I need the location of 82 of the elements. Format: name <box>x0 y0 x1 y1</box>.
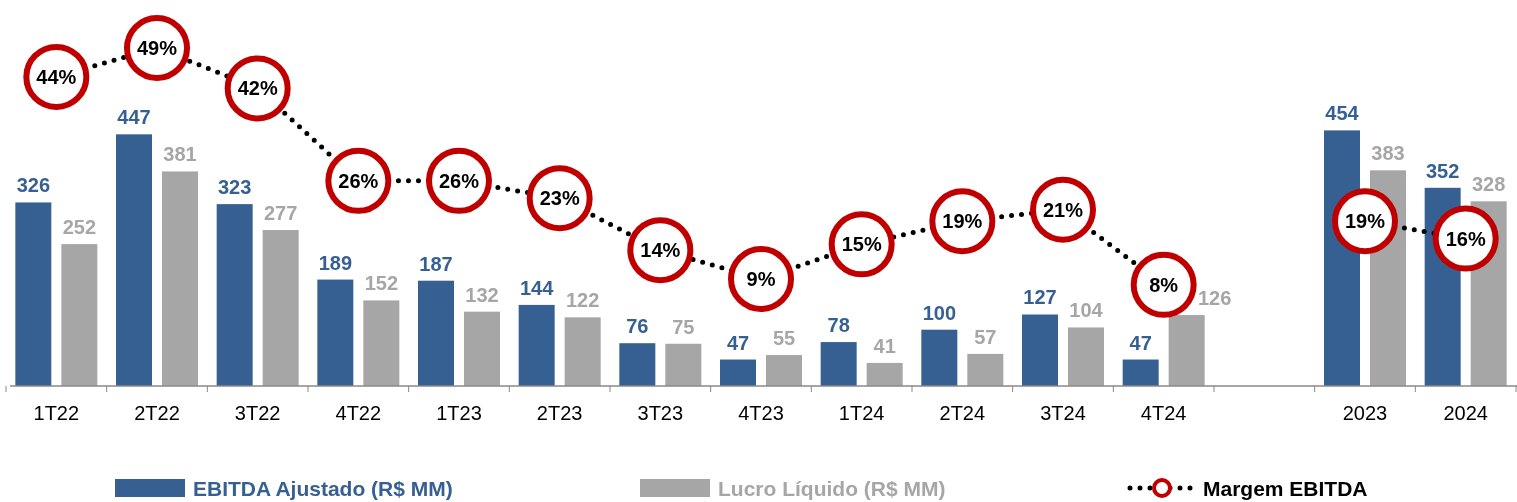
x-tick-label: 2T24 <box>939 402 986 424</box>
bar <box>518 304 555 386</box>
data-label: 47 <box>1129 331 1152 354</box>
x-tick-label: 4T24 <box>1140 402 1187 424</box>
bar <box>363 300 400 386</box>
bar <box>1122 359 1159 386</box>
bar <box>720 359 756 386</box>
data-label: 44% <box>36 65 77 88</box>
data-label: 15% <box>841 233 882 256</box>
bar <box>162 171 198 386</box>
data-label: 19% <box>1344 210 1386 233</box>
data-label: 104 <box>1069 299 1104 322</box>
legend-label: EBITDA Ajustado (R$ MM) <box>193 477 453 500</box>
data-label: 277 <box>263 202 298 225</box>
legend-label: Margem EBITDA <box>1203 477 1368 500</box>
x-tick-label: 1T22 <box>33 402 80 424</box>
data-label: 41 <box>873 334 896 357</box>
data-label: 383 <box>1371 142 1405 165</box>
x-tick-label: 4T22 <box>335 402 382 424</box>
data-label: 19% <box>942 210 983 233</box>
data-label: 8% <box>1149 273 1179 296</box>
data-label: 76 <box>626 315 649 338</box>
bar <box>15 202 52 386</box>
data-label: 21% <box>1042 198 1084 221</box>
data-label: 454 <box>1325 102 1360 125</box>
x-tick-label: 3T24 <box>1040 402 1086 424</box>
x-tick-label: 1T23 <box>436 402 482 424</box>
data-label: 75 <box>672 315 695 338</box>
data-label: 122 <box>565 289 600 312</box>
bar <box>820 342 857 386</box>
x-tick-label: 4T23 <box>738 402 784 424</box>
data-label: 55 <box>772 327 796 350</box>
data-label: 26% <box>438 169 480 192</box>
legend-label: Lucro Líquido (R$ MM) <box>718 477 946 500</box>
data-label: 57 <box>974 325 997 348</box>
bar <box>665 343 702 386</box>
bar <box>116 134 152 386</box>
bar <box>967 353 1004 386</box>
data-label: 126 <box>1197 287 1232 310</box>
data-label: 187 <box>419 252 453 275</box>
data-label: 14% <box>640 239 681 262</box>
x-tick-label: 3T22 <box>234 402 281 424</box>
data-label: 447 <box>117 106 151 129</box>
data-label: 252 <box>62 216 97 239</box>
x-tick-label: 2T23 <box>536 402 583 424</box>
data-label: 326 <box>16 174 51 197</box>
x-tick-label: 2T22 <box>134 402 180 424</box>
data-label: 49% <box>136 37 178 59</box>
data-label: 144 <box>519 276 555 299</box>
data-label: 152 <box>364 272 399 295</box>
data-label: 100 <box>922 301 957 324</box>
bar <box>61 244 98 386</box>
data-label: 26% <box>338 169 379 192</box>
data-label: 78 <box>827 314 850 337</box>
bar <box>921 329 958 386</box>
data-label: 352 <box>1425 159 1460 182</box>
data-label: 132 <box>465 283 499 306</box>
data-label: 323 <box>217 176 252 199</box>
bar <box>262 230 299 386</box>
data-label: 189 <box>318 251 353 274</box>
bar <box>418 280 454 386</box>
data-label: 381 <box>163 143 197 166</box>
bar <box>1022 314 1058 386</box>
bar <box>866 362 903 386</box>
bar <box>464 311 500 386</box>
data-label: 42% <box>237 77 278 100</box>
x-tick-label: 2024 <box>1443 402 1488 424</box>
bar <box>216 204 253 386</box>
bar <box>766 355 802 386</box>
bar <box>619 343 656 386</box>
bar <box>317 279 354 386</box>
bar <box>564 317 601 386</box>
data-label: 127 <box>1023 286 1057 309</box>
data-label: 328 <box>1471 173 1506 196</box>
x-tick-label: 1T24 <box>838 402 885 424</box>
data-label: 16% <box>1445 227 1486 250</box>
x-tick-label: 3T23 <box>637 402 684 424</box>
bar <box>1068 327 1104 386</box>
x-tick-label: 2023 <box>1342 402 1388 424</box>
data-label: 47 <box>726 331 750 354</box>
data-label: 9% <box>746 268 776 291</box>
data-label: 23% <box>539 187 580 210</box>
